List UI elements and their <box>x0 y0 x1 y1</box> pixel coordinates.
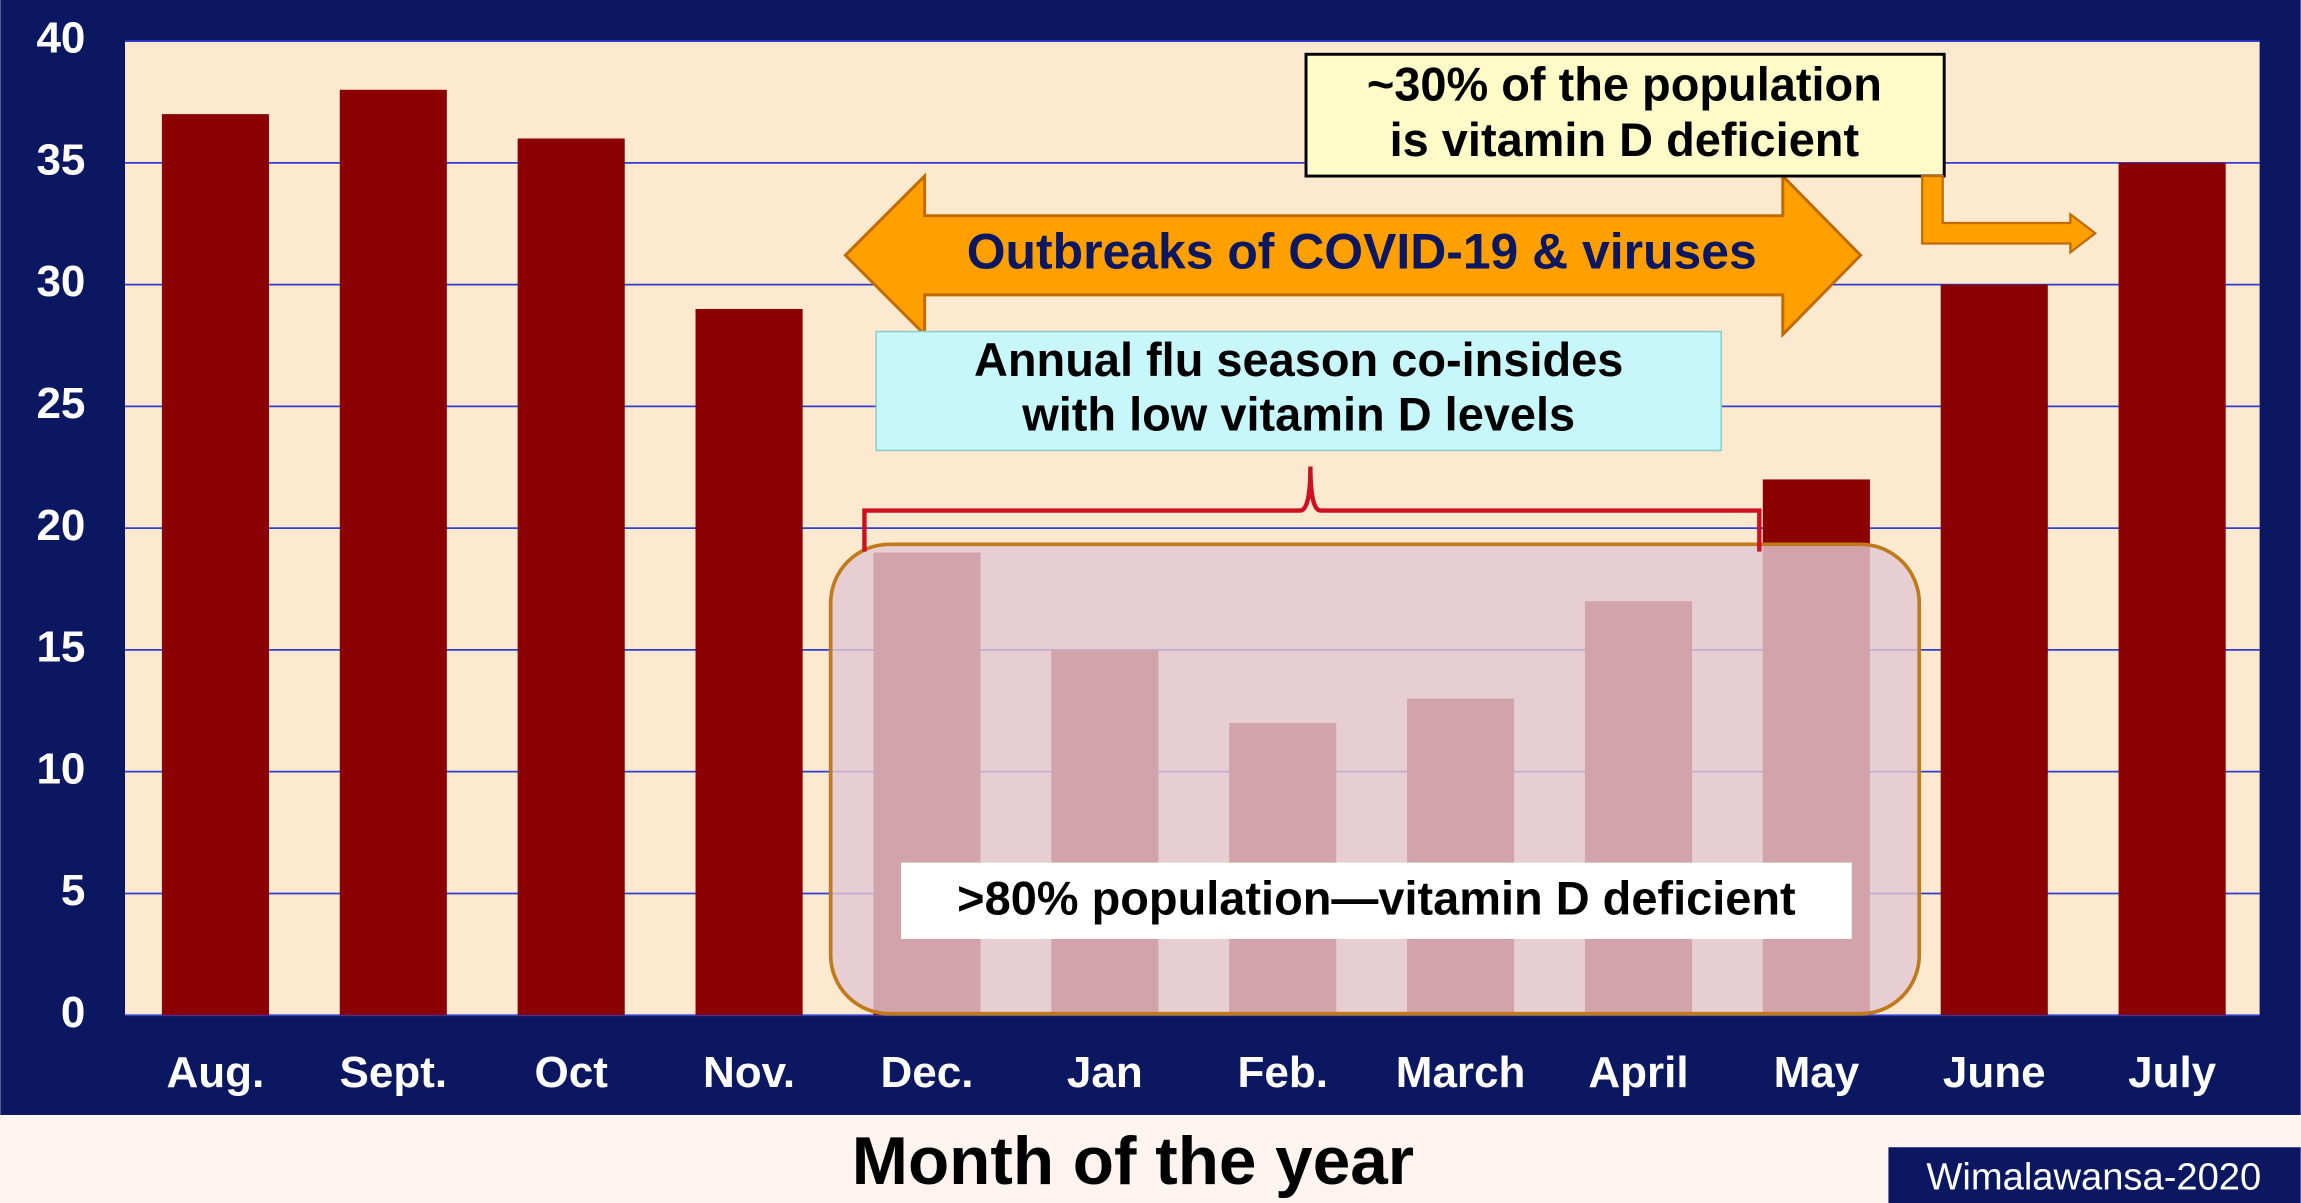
x-tick-label: May <box>1774 1048 1860 1097</box>
x-tick-label: Aug. <box>167 1048 265 1097</box>
x-tick-label: Feb. <box>1237 1048 1327 1097</box>
x-tick-label: July <box>2128 1048 2217 1097</box>
bar <box>517 138 625 1016</box>
bar <box>2118 162 2226 1016</box>
y-tick-label: 10 <box>36 744 85 793</box>
y-tick-label: 25 <box>36 379 85 428</box>
x-tick-label: Jan <box>1067 1048 1143 1097</box>
x-tick-label: Oct <box>535 1048 609 1097</box>
double-arrow <box>843 172 1863 339</box>
x-tick-label: April <box>1588 1048 1688 1097</box>
annotation: Annual flu season co-insides <box>974 334 1623 386</box>
source-box <box>1888 1147 2301 1203</box>
annotation: with low vitamin D levels <box>1021 389 1575 441</box>
x-tick-label: March <box>1396 1048 1526 1097</box>
bar <box>339 89 447 1016</box>
annotation: Outbreaks of COVID-19 & viruses <box>967 223 1757 279</box>
y-tick-label: 20 <box>36 501 85 550</box>
y-tick-label: 35 <box>36 135 85 184</box>
source-label: Wimalawansa-2020 <box>1926 1156 2261 1199</box>
x-tick-label: Dec. <box>880 1048 973 1097</box>
bar <box>695 308 803 1016</box>
callout-box <box>875 330 1722 452</box>
bar <box>161 114 269 1016</box>
callout-box <box>1304 52 1946 178</box>
annotation: >80% population—vitamin D deficient <box>957 873 1796 925</box>
x-tick-label: June <box>1943 1048 2046 1097</box>
brace <box>862 466 1762 552</box>
y-tick-label: 5 <box>61 866 85 915</box>
y-tick-label: 15 <box>36 623 85 672</box>
annotation: is vitamin D deficient <box>1390 114 1860 166</box>
y-tick-label: 0 <box>61 988 85 1037</box>
x-axis-title: Month of the year <box>852 1124 1414 1199</box>
pointer-arrow <box>1921 174 2098 255</box>
annotation: ~30% of the population <box>1367 58 1882 110</box>
y-tick-label: 40 <box>36 14 85 63</box>
y-tick-label: 30 <box>36 257 85 306</box>
x-tick-label: Sept. <box>340 1048 448 1097</box>
x-tick-label: Nov. <box>703 1048 795 1097</box>
bar <box>1940 284 2048 1016</box>
highlight-region <box>828 542 1922 1016</box>
callout-box <box>901 862 1852 939</box>
